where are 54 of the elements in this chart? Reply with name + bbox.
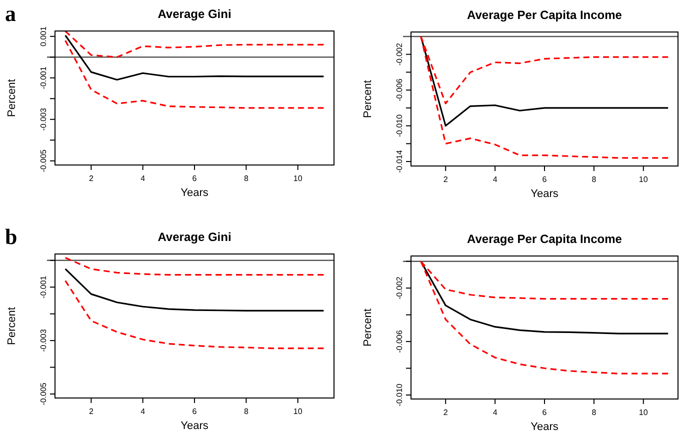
x-tick-label: 8 (244, 407, 249, 416)
y-axis-title: Percent (362, 308, 374, 346)
y-tick-label: 0.001 (39, 26, 48, 46)
y-tick-label: -0.002 (395, 42, 404, 66)
y-tick-label: -0.005 (39, 148, 48, 172)
y-axis-title: Percent (6, 79, 18, 117)
line-series (64, 280, 324, 350)
x-tick-label: 2 (88, 407, 94, 416)
y-tick-label: -0.001 (39, 66, 48, 90)
chart-title: Average Gini (158, 7, 232, 21)
y-axis-title: Percent (362, 80, 374, 118)
x-axis-title: Years (180, 187, 209, 199)
x-tick-label: 8 (244, 174, 249, 183)
x-tick-label: 2 (88, 174, 94, 183)
y-axis-title: Percent (6, 307, 18, 345)
x-axis-title: Years (180, 420, 209, 432)
x-tick-label: 2 (443, 408, 448, 417)
chart-title: Average Gini (158, 230, 232, 244)
x-tick-label: 10 (638, 175, 648, 184)
y-tick-label: -0.010 (395, 383, 404, 406)
y-tick-label: -0.005 (39, 382, 48, 406)
text: a (5, 1, 16, 26)
x-tick-label: 6 (542, 408, 548, 417)
line-series (64, 40, 324, 109)
x-tick-label: 10 (293, 407, 303, 416)
y-tick-label: -0.006 (395, 330, 404, 353)
x-tick-label: 4 (492, 175, 498, 184)
x-axis-title: Years (530, 421, 559, 433)
x-tick-label: 6 (192, 407, 198, 416)
y-tick-label: -0.010 (395, 114, 404, 138)
x-axis-title: Years (530, 188, 559, 200)
line-series (64, 31, 324, 58)
text: b (5, 224, 18, 249)
x-tick-label: 8 (592, 175, 597, 184)
y-tick-label: -0.006 (395, 78, 404, 102)
x-tick-label: 4 (140, 174, 146, 183)
x-tick-label: 4 (492, 408, 498, 417)
x-tick-label: 6 (542, 175, 548, 184)
chart-title: Average Per Capita Income (467, 8, 622, 22)
y-tick-label: -0.002 (395, 276, 404, 300)
y-tick-label: -0.014 (395, 150, 404, 173)
x-tick-label: 6 (192, 174, 198, 183)
x-tick-label: 10 (638, 408, 648, 417)
chart-title: Average Per Capita Income (467, 232, 622, 246)
line-series (64, 34, 324, 81)
y-tick-label: -0.001 (39, 275, 48, 298)
x-tick-label: 10 (293, 174, 303, 183)
x-tick-label: 8 (592, 408, 597, 417)
x-tick-label: 2 (443, 175, 448, 184)
line-series (64, 256, 324, 276)
y-tick-label: -0.003 (39, 107, 48, 131)
line-series (64, 268, 324, 312)
x-tick-label: 4 (140, 407, 146, 416)
y-tick-label: -0.003 (39, 328, 48, 352)
